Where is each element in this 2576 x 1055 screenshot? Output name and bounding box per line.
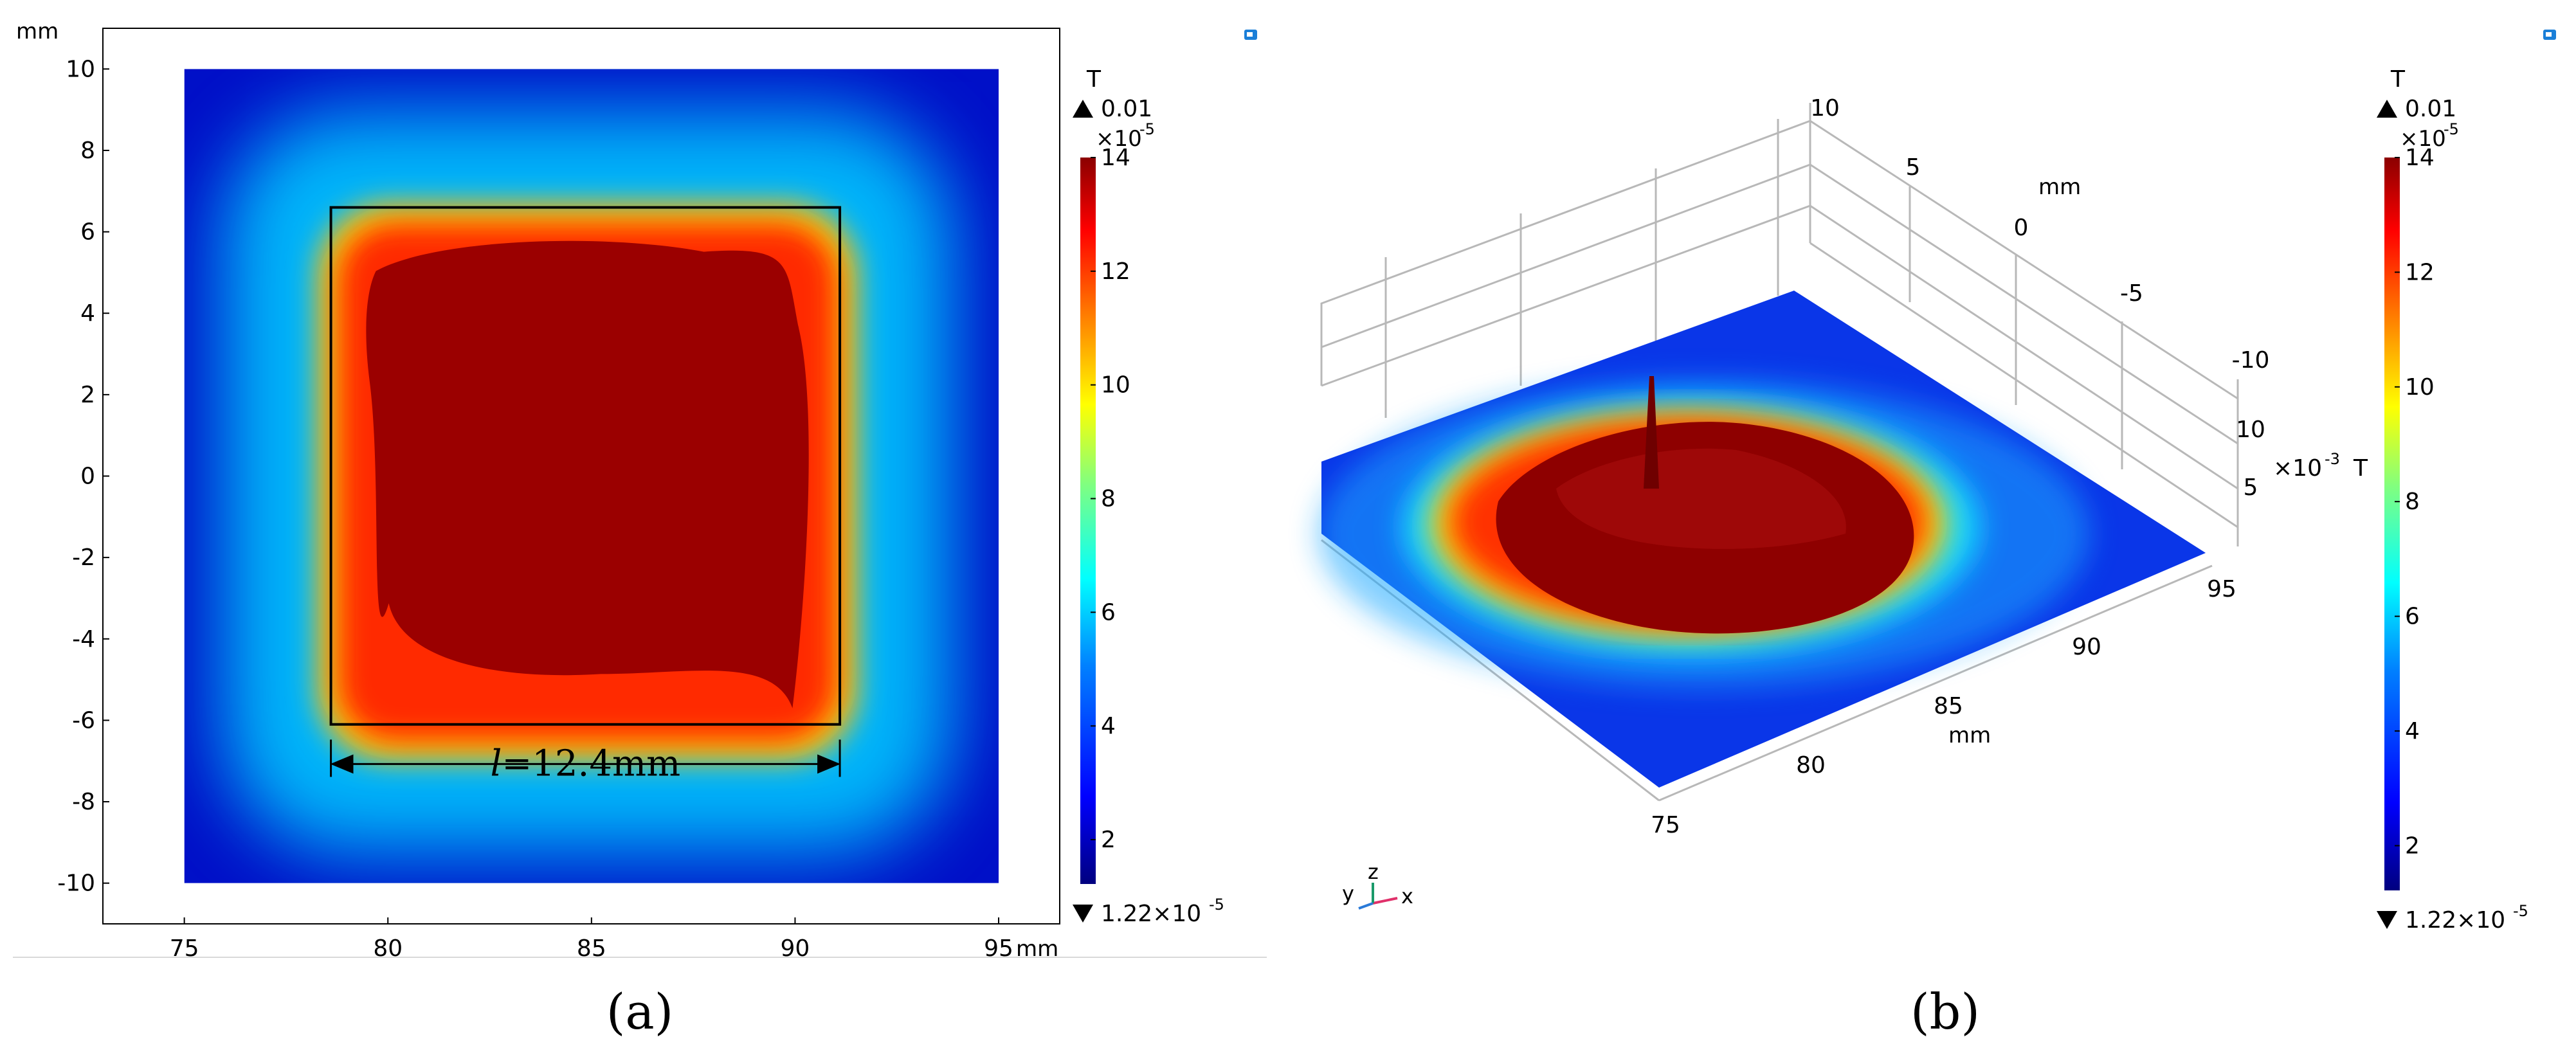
z-exponent-base: ×10 <box>2273 455 2322 482</box>
y-tick-label: 10 <box>1810 95 1840 122</box>
grid-line <box>1810 120 2238 400</box>
y-tick-label: -10 <box>57 870 95 897</box>
view-icon[interactable] <box>1244 30 1257 40</box>
colorbar-exponent-power: -5 <box>2444 120 2459 138</box>
colorbar-tick-label: 14 <box>1101 145 1130 171</box>
colorbar-tick-label: 14 <box>2405 145 2435 171</box>
colorbar-tick-label: 4 <box>1101 713 1116 739</box>
colorbar-exponent-power: -5 <box>1139 120 1155 138</box>
y-tick-label: 8 <box>80 138 95 164</box>
x-tick-label: 85 <box>1934 693 1963 719</box>
y-tick-label: -8 <box>72 789 95 815</box>
grid-line <box>1810 163 2238 445</box>
colorbar-max-label: 0.01 <box>2405 96 2456 122</box>
y-axis-ticks: 10 8 6 4 2 0 -2 -4 -6 -8 -10 <box>57 56 109 897</box>
dimension-label-italic: l <box>490 743 502 784</box>
colorbar-tick-label: 8 <box>2405 489 2420 515</box>
colorbar-max-label: 0.01 <box>1101 96 1152 122</box>
grid-line <box>1321 163 1811 348</box>
axis-ticks-b: 75 80 85 90 95 10 5 0 -5 -10 5 10 <box>1651 95 2269 838</box>
y-axis-arrow <box>1358 902 1374 910</box>
y-tick-label: 0 <box>2014 215 2029 241</box>
dimension-label: l=12.4mm <box>490 743 680 784</box>
floor-edge <box>1658 564 2213 802</box>
min-marker-icon <box>2377 911 2397 929</box>
colorbar-tick-label: 8 <box>1101 486 1116 512</box>
sample-outline <box>329 206 842 726</box>
y-tick-label: 10 <box>66 56 95 82</box>
colorbar-min-power: -5 <box>2513 902 2528 920</box>
x-tick-label: 90 <box>2072 634 2101 660</box>
caption-b: (b) <box>1910 983 1980 1040</box>
y-tick-label: 2 <box>80 382 95 408</box>
surface-spike <box>1644 376 1659 489</box>
field-map <box>184 69 999 883</box>
colorbar-tick-label: 6 <box>1101 599 1116 626</box>
grid-line <box>1810 242 2238 528</box>
y-axis-unit: mm <box>2038 174 2081 200</box>
divider <box>13 957 1267 958</box>
y-tick-label: -2 <box>72 545 95 571</box>
triad-z-label: z <box>1368 860 1379 884</box>
colorbar-gradient <box>2384 158 2400 890</box>
triad-y-label: y <box>1342 881 1354 906</box>
x-tick-label: 75 <box>1651 812 1680 838</box>
colorbar-min-power: -5 <box>1209 896 1224 914</box>
caption-a: (a) <box>606 983 674 1040</box>
colorbar-tick-label: 2 <box>2405 833 2420 859</box>
saturated-core <box>366 240 809 708</box>
colorbar-exponent: ×10 <box>1096 126 1142 152</box>
y-axis-unit: mm <box>16 19 59 44</box>
max-marker-icon <box>2377 100 2397 118</box>
z-exponent-power: -3 <box>2325 450 2340 468</box>
colorbar-gradient <box>1080 158 1096 884</box>
x-tick-label: 95 <box>2207 576 2236 602</box>
colorbar-min-label: 1.22×10 <box>1101 901 1201 927</box>
x-axis-unit: mm <box>1016 936 1058 962</box>
x-tick-label: 80 <box>1796 752 1826 779</box>
colorbar-tick-label: 6 <box>2405 604 2420 630</box>
triad-x-label: x <box>1401 884 1413 908</box>
colorbar-tick-label: 12 <box>2405 259 2435 285</box>
min-marker-icon <box>1073 905 1093 923</box>
colorbar-title: T <box>1086 66 1102 93</box>
colorbar-tick-label: 12 <box>1101 258 1130 285</box>
z-tick-label: 10 <box>2236 417 2265 443</box>
colorbar-tick-label: 10 <box>2405 374 2435 401</box>
colorbar-tick-label: 2 <box>1101 827 1116 853</box>
grid-line <box>1810 204 2238 490</box>
y-tick-label: 5 <box>1906 154 1921 181</box>
colorbar-tick-label: 10 <box>1101 372 1130 399</box>
colorbar-title: T <box>2390 66 2406 93</box>
dimension-label-value: =12.4mm <box>502 743 680 784</box>
surface-plot <box>1318 291 2206 788</box>
colorbar-tick-label: 4 <box>2405 718 2420 744</box>
z-exponent-label: ×10 -3 T <box>2273 450 2368 482</box>
max-marker-icon <box>1073 100 1093 118</box>
y-tick-label: 0 <box>80 464 95 490</box>
x-axis-unit: mm <box>1948 723 1991 748</box>
x-axis-arrow <box>1372 897 1398 905</box>
y-tick-label: -4 <box>72 626 95 653</box>
y-tick-label: 6 <box>80 219 95 246</box>
view-icon[interactable] <box>2543 30 2556 40</box>
z-unit: T <box>2353 455 2368 482</box>
z-tick-label: 5 <box>2244 474 2258 501</box>
y-tick-label: -10 <box>2232 347 2270 374</box>
panel-b: 75 80 85 90 95 10 5 0 -5 -10 5 10 mm mm ×10 -3 T x … <box>1318 30 2556 910</box>
y-tick-label: 4 <box>80 300 95 327</box>
y-tick-label: -5 <box>2120 280 2143 307</box>
colorbar-exponent: ×10 <box>2400 126 2446 152</box>
grid-line <box>1321 204 1811 387</box>
surface-core-highlight <box>1556 448 1846 549</box>
y-tick-label: -6 <box>72 707 95 734</box>
colorbar-min-label: 1.22×10 <box>2405 907 2505 933</box>
axis-triad: x y z <box>1342 860 1413 910</box>
